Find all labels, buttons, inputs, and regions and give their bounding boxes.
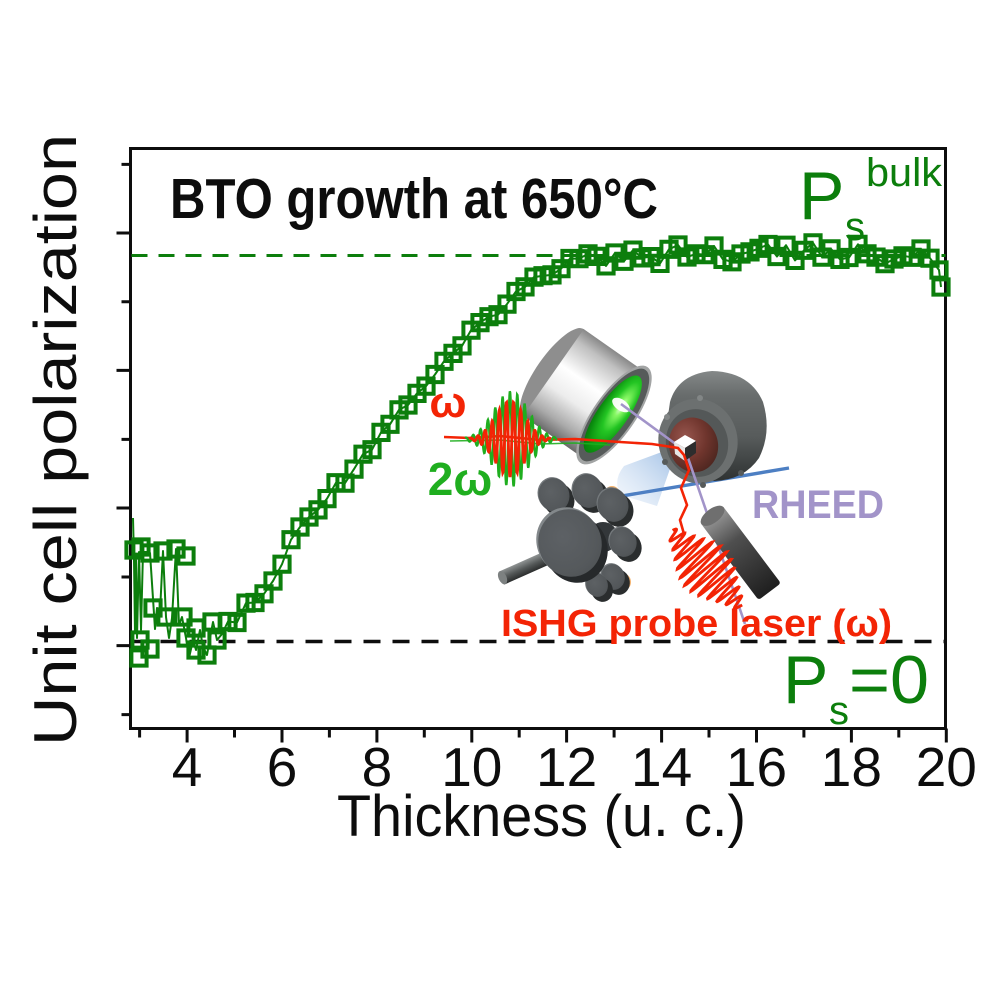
svg-text:ω: ω <box>429 378 466 427</box>
svg-text:ISHG probe laser (ω): ISHG probe laser (ω) <box>501 603 892 645</box>
svg-text:6: 6 <box>267 736 298 798</box>
svg-text:Thickness (u. c.): Thickness (u. c.) <box>337 784 746 849</box>
svg-text:RHEED: RHEED <box>752 483 884 527</box>
svg-text:s: s <box>845 205 865 249</box>
svg-text:18: 18 <box>821 736 882 798</box>
svg-text:2ω: 2ω <box>428 453 492 505</box>
svg-text:16: 16 <box>726 736 787 798</box>
svg-text:14: 14 <box>631 736 692 798</box>
svg-text:Unit cell polarization: Unit cell polarization <box>22 134 89 746</box>
svg-text:8: 8 <box>362 736 393 798</box>
svg-text:P: P <box>783 642 828 718</box>
svg-text:12: 12 <box>536 736 597 798</box>
svg-text:bulk: bulk <box>866 151 943 195</box>
svg-text:20: 20 <box>916 736 977 798</box>
svg-text:s: s <box>829 689 849 733</box>
svg-text:4: 4 <box>172 736 203 798</box>
svg-text:BTO growth at 650°C: BTO growth at 650°C <box>170 167 658 231</box>
svg-text:P: P <box>799 158 844 234</box>
svg-text:10: 10 <box>441 736 502 798</box>
svg-text:=0: =0 <box>849 642 929 718</box>
